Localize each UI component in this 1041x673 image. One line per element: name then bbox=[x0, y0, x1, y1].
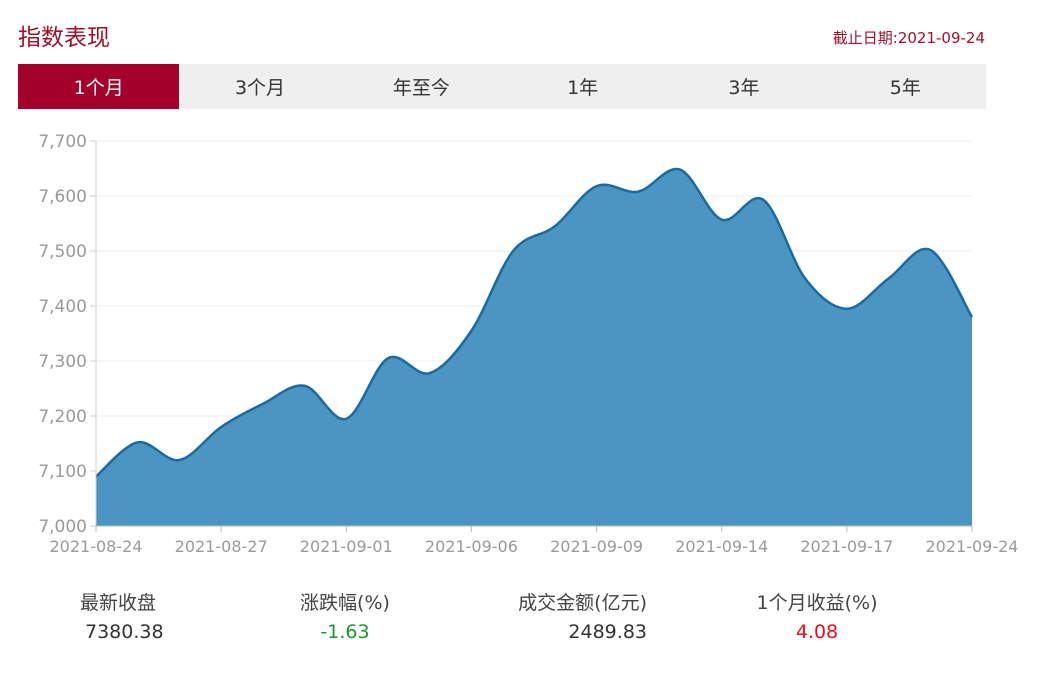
x-tick-label: 2021-09-01 bbox=[300, 537, 393, 556]
y-tick-label: 7,500 bbox=[38, 242, 87, 262]
y-tick-label: 7,600 bbox=[38, 187, 87, 207]
cutoff-date: 2021-09-24 bbox=[897, 29, 985, 47]
stat-value: -1.63 bbox=[320, 621, 370, 643]
tab-1-month[interactable]: 1个月 bbox=[18, 64, 180, 109]
stat-change-pct: 涨跌幅(%) -1.63 bbox=[296, 588, 394, 643]
y-tick-label: 7,700 bbox=[38, 132, 87, 152]
index-performance-chart: 7,000 7,100 7,200 7,300 7,400 7,500 7,600 7,700… bbox=[38, 132, 1019, 556]
stat-value: 4.08 bbox=[795, 621, 839, 643]
x-tick-label: 2021-09-09 bbox=[550, 537, 643, 556]
cutoff-date-label: 截止日期:2021-09-24 bbox=[833, 27, 985, 48]
tab-year-to-date[interactable]: 年至今 bbox=[392, 77, 450, 99]
stat-latest-close: 最新收盘 7380.38 bbox=[80, 588, 164, 643]
y-tick-label: 7,100 bbox=[38, 462, 87, 482]
stat-label: 1个月收益(%) bbox=[756, 592, 878, 614]
y-tick-label: 7,300 bbox=[38, 352, 87, 372]
x-tick-label: 2021-09-17 bbox=[800, 537, 893, 556]
x-tick-label: 2021-09-14 bbox=[675, 537, 768, 556]
stat-1-month-return: 1个月收益(%) 4.08 bbox=[753, 588, 881, 643]
tab-3-months[interactable]: 3个月 bbox=[234, 77, 286, 99]
stat-value: 7380.38 bbox=[85, 621, 164, 643]
period-tabs: 1个月 3个月 年至今 1年 3年 5年 bbox=[18, 64, 986, 109]
stat-label: 最新收盘 bbox=[80, 592, 157, 614]
x-tick-label: 2021-08-24 bbox=[50, 537, 143, 556]
tab-1-year[interactable]: 1年 bbox=[567, 77, 599, 99]
summary-stats: 最新收盘 7380.38 涨跌幅(%) -1.63 成交金额(亿元) 2489.… bbox=[0, 588, 1041, 658]
x-tick-label: 2021-09-24 bbox=[926, 537, 1019, 556]
cutoff-prefix: 截止日期: bbox=[832, 29, 898, 47]
area-fill bbox=[96, 168, 972, 526]
tab-5-years[interactable]: 5年 bbox=[889, 77, 921, 99]
tab-3-years[interactable]: 3年 bbox=[728, 77, 760, 99]
stat-turnover: 成交金额(亿元) 2489.83 bbox=[505, 588, 647, 643]
series-line bbox=[95, 167, 974, 478]
stat-label: 成交金额(亿元) bbox=[518, 592, 647, 614]
stat-label: 涨跌幅(%) bbox=[300, 592, 390, 614]
page-title: 指数表现 bbox=[18, 25, 110, 51]
x-tick-label: 2021-09-06 bbox=[425, 537, 518, 556]
y-tick-label: 7,000 bbox=[38, 517, 87, 537]
stat-value: 2489.83 bbox=[568, 621, 647, 643]
y-tick-label: 7,200 bbox=[38, 407, 87, 427]
x-tick-label: 2021-08-27 bbox=[175, 537, 268, 556]
y-tick-label: 7,400 bbox=[38, 297, 87, 317]
